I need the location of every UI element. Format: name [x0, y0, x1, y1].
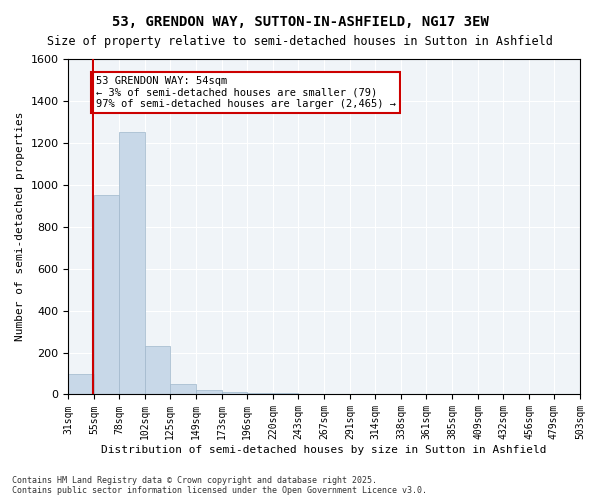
Text: 53 GRENDON WAY: 54sqm
← 3% of semi-detached houses are smaller (79)
97% of semi-: 53 GRENDON WAY: 54sqm ← 3% of semi-detac…: [95, 76, 395, 109]
Y-axis label: Number of semi-detached properties: Number of semi-detached properties: [15, 112, 25, 342]
Bar: [119, 132, 145, 394]
Bar: [145, 346, 170, 395]
X-axis label: Distribution of semi-detached houses by size in Sutton in Ashfield: Distribution of semi-detached houses by …: [101, 445, 547, 455]
Bar: [196, 390, 223, 394]
Bar: [170, 384, 196, 394]
Text: Contains HM Land Registry data © Crown copyright and database right 2025.
Contai: Contains HM Land Registry data © Crown c…: [12, 476, 427, 495]
Bar: [94, 196, 119, 394]
Bar: [68, 374, 94, 394]
Text: 53, GRENDON WAY, SUTTON-IN-ASHFIELD, NG17 3EW: 53, GRENDON WAY, SUTTON-IN-ASHFIELD, NG1…: [112, 15, 488, 29]
Text: Size of property relative to semi-detached houses in Sutton in Ashfield: Size of property relative to semi-detach…: [47, 35, 553, 48]
Bar: [223, 392, 247, 394]
Bar: [247, 393, 273, 394]
